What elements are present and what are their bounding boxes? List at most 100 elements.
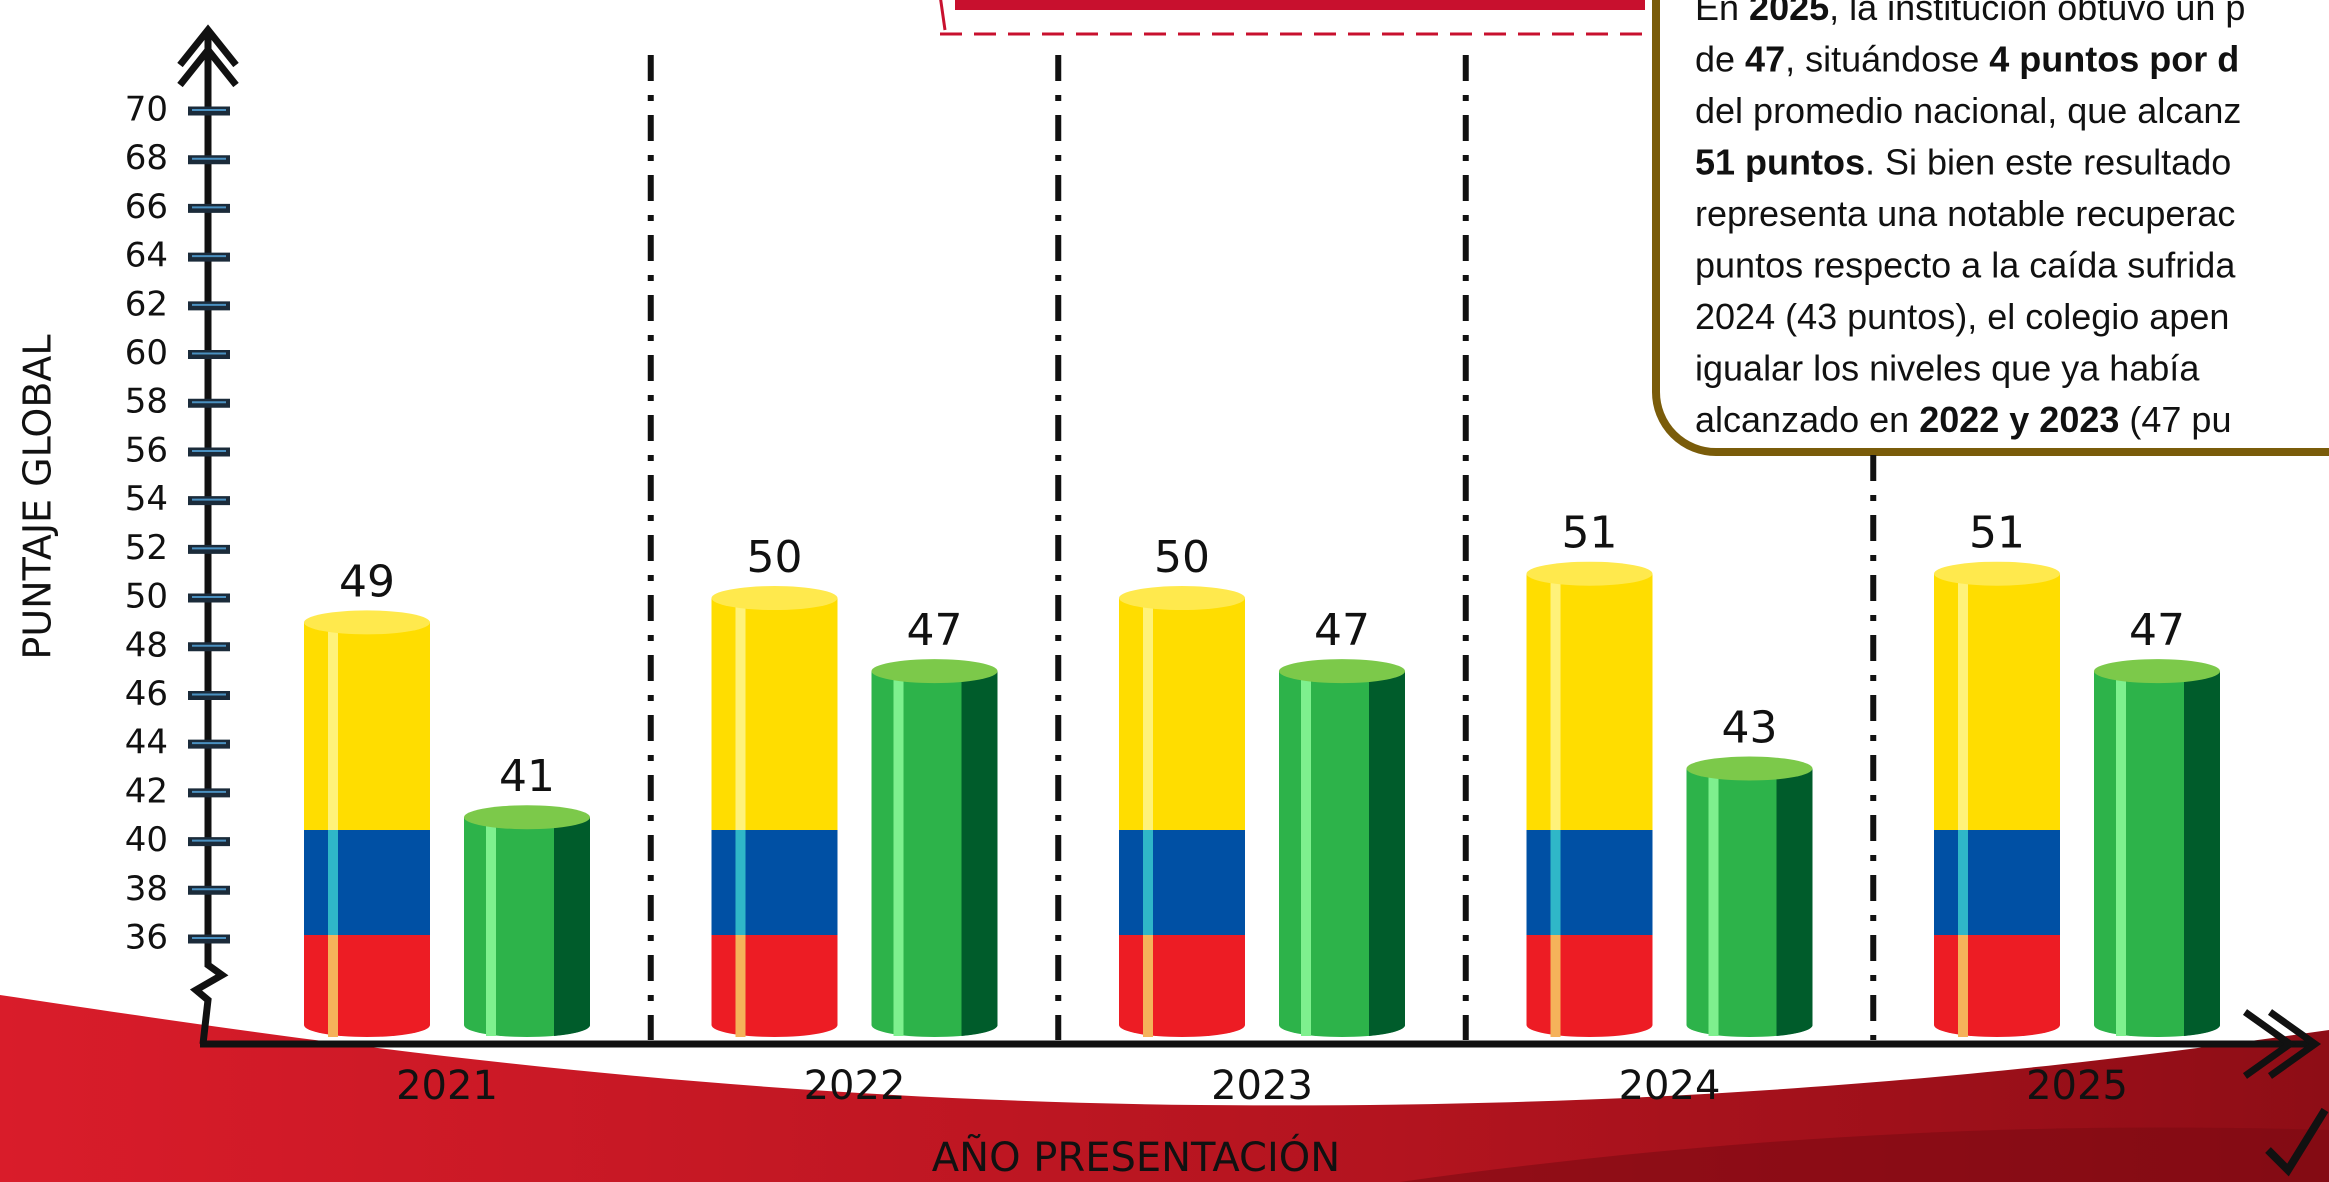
y-tick-label: 60	[125, 333, 168, 373]
bar-top	[1279, 659, 1405, 684]
y-tick-label: 56	[125, 430, 168, 470]
bar-stripe-red	[1550, 935, 1561, 1037]
bar-stripe	[486, 817, 496, 1036]
annotation-line: En 2025, la institución obtuvo un p	[1695, 0, 2245, 28]
bar-stripe	[1708, 768, 1719, 1036]
bar-stripe	[2116, 671, 2126, 1036]
bar-stripe-red	[328, 935, 338, 1037]
value-label: 51	[1969, 508, 2025, 559]
annotation-text: 2022 y 2023	[1919, 399, 2119, 440]
x-axis-arrow	[2242, 1009, 2322, 1079]
bar-institution	[1686, 756, 1813, 1037]
bar-stripe-blue	[328, 830, 338, 935]
bar-stripe-red	[1958, 935, 1968, 1037]
annotation-text: 2025	[1749, 0, 1829, 28]
bar-shade	[1369, 671, 1406, 1036]
bar-stripe-blue	[1143, 830, 1153, 935]
bar-stripe	[1301, 671, 1311, 1036]
annotation-text: 51 puntos	[1695, 141, 1865, 182]
y-tick-label: 68	[125, 138, 168, 178]
y-tick-label: 46	[125, 674, 168, 714]
bar-red	[304, 935, 430, 1037]
bar-top	[304, 610, 430, 635]
annotation-line: igualar los niveles que ya había	[1695, 347, 2200, 388]
y-tick-label: 36	[125, 918, 168, 958]
annotation-text: 4 puntos por d	[1989, 38, 2239, 79]
bar-blue	[1934, 830, 2060, 935]
bar-national	[711, 586, 838, 1037]
annotation-text: de	[1695, 38, 1745, 79]
bar-stripe-blue	[1958, 830, 1968, 935]
bar-top	[1686, 756, 1813, 781]
bar-stripe-yellow	[1550, 573, 1561, 830]
y-tick-label: 38	[125, 869, 168, 909]
annotation-line: alcanzado en 2022 y 2023 (47 pu	[1695, 399, 2231, 440]
y-tick-label: 50	[125, 577, 168, 617]
y-tick-label: 64	[125, 236, 168, 276]
bar-shade	[2184, 671, 2221, 1036]
bar-red	[711, 935, 838, 1037]
bar-stripe-red	[1143, 935, 1153, 1037]
bar-stripe-yellow	[1143, 598, 1153, 830]
bar-blue	[1119, 830, 1245, 935]
y-axis-arrow	[177, 24, 239, 88]
bar-red	[1526, 935, 1653, 1037]
annotation-text: 2024 (43 puntos), el colegio apen	[1695, 296, 2229, 337]
annotation-text: igualar los niveles que ya había	[1695, 347, 2200, 388]
bar-blue	[304, 830, 430, 935]
bar-top	[711, 586, 838, 611]
bar-top	[464, 805, 590, 830]
bar-stripe-yellow	[328, 622, 338, 830]
annotation-line: 2024 (43 puntos), el colegio apen	[1695, 296, 2229, 337]
y-tick-label: 52	[125, 528, 168, 568]
y-tick-label: 54	[125, 479, 168, 519]
x-axis-label: AÑO PRESENTACIÓN	[932, 1133, 1340, 1181]
value-label: 47	[2129, 605, 2185, 656]
value-label: 51	[1562, 508, 1618, 559]
annotation-text: del promedio nacional, que alcanz	[1695, 90, 2241, 131]
y-tick-label: 58	[125, 382, 168, 422]
x-tick-label: 2022	[804, 1063, 906, 1109]
bar-top	[1934, 561, 2060, 586]
annotation-box	[1652, 0, 2329, 456]
plot: 36 38 40 42 44 46 48 50 52 54 56 58 60 62 64 66 68 70 2021…	[125, 55, 2221, 1109]
bar-top	[871, 659, 998, 684]
annotation-text: En	[1695, 0, 1749, 28]
annotation-line: 51 puntos. Si bien este resultado	[1695, 141, 2231, 182]
background-wave	[0, 995, 2329, 1182]
annotation-text: puntos respecto a la caída sufrida	[1695, 244, 2236, 285]
bar-national	[1119, 586, 1245, 1037]
bar-institution	[1279, 659, 1406, 1037]
bar-shade	[961, 671, 998, 1036]
value-label: 47	[907, 605, 963, 656]
bar-yellow	[1119, 598, 1245, 830]
bar-red	[1934, 935, 2060, 1037]
annotation-text: . Si bien este resultado	[1865, 141, 2231, 182]
bar-stripe-blue	[1550, 830, 1561, 935]
annotation-line: representa una notable recuperac	[1695, 193, 2235, 234]
annotation-line: de 47, situándose 4 puntos por d	[1695, 38, 2239, 79]
x-tick-label: 2021	[396, 1063, 498, 1109]
annotation-text: (47 pu	[2119, 399, 2231, 440]
annotation-text: alcanzado en	[1695, 399, 1919, 440]
y-tick-label: 42	[125, 771, 168, 811]
y-tick-label: 66	[125, 187, 168, 227]
check-mark	[2265, 1107, 2329, 1177]
annotation-line: del promedio nacional, que alcanz	[1695, 90, 2241, 131]
annotation-line: puntos respecto a la caída sufrida	[1695, 244, 2236, 285]
y-tick-label: 48	[125, 625, 168, 665]
bar-yellow	[1934, 573, 2060, 830]
x-tick-label: 2025	[2026, 1063, 2128, 1109]
annotation-text: 47	[1745, 38, 1785, 79]
bar-shade	[554, 817, 591, 1036]
bar-institution	[871, 659, 998, 1037]
bar-national	[304, 610, 430, 1037]
x-tick-label: 2024	[1619, 1063, 1721, 1109]
bar-national	[1934, 561, 2060, 1037]
y-axis	[189, 30, 229, 1045]
bar-shade	[1776, 768, 1813, 1036]
bar-blue	[711, 830, 838, 935]
bar-stripe-blue	[735, 830, 746, 935]
